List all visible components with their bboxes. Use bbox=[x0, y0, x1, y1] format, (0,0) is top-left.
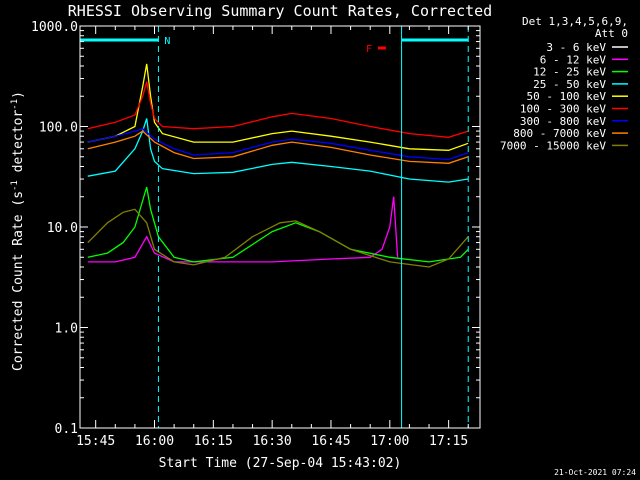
x-tick-label-3: 16:30 bbox=[253, 434, 292, 449]
svg-text:Corrected Count Rate (s-1 dete: Corrected Count Rate (s-1 detector-1) bbox=[10, 91, 26, 371]
y-tick-label-3: 100.0 bbox=[39, 121, 78, 136]
legend-entry-label-6: 300 - 800 keV bbox=[520, 115, 606, 128]
x-tick-label-0: 15:45 bbox=[76, 434, 115, 449]
legend-header-attenuator: Att 0 bbox=[595, 27, 628, 40]
legend-entry-label-3: 25 - 50 keV bbox=[533, 78, 606, 91]
legend-entry-label-5: 100 - 300 keV bbox=[520, 103, 606, 116]
series-line-4 bbox=[87, 63, 469, 151]
flag-layer: NF bbox=[79, 26, 469, 428]
legend-entry-label-4: 50 - 100 keV bbox=[527, 90, 607, 103]
y-tick-label-1: 1.0 bbox=[55, 322, 78, 337]
series-line-3 bbox=[87, 118, 469, 183]
series-line-0 bbox=[134, 271, 399, 329]
x-tick-label-2: 16:15 bbox=[194, 434, 233, 449]
chart-title: RHESSI Observing Summary Count Rates, Co… bbox=[68, 2, 492, 20]
night-flag-label: N bbox=[164, 36, 170, 47]
legend-entry-label-1: 6 - 12 keV bbox=[540, 53, 607, 66]
axis-layer: 0.1 1.0 10.0 100.0 1000.0 15:45 16:00 16:15 16:3… bbox=[31, 20, 481, 449]
y-axis-label-sup2: -1 bbox=[10, 99, 20, 110]
series-line-1 bbox=[87, 196, 399, 263]
legend-entry-label-8: 7000 - 15000 keV bbox=[500, 139, 606, 152]
x-tick-label-5: 17:00 bbox=[370, 434, 409, 449]
series-line-8 bbox=[87, 208, 469, 268]
y-axis-label: Corrected Count Rate (s-1 detector-1) bbox=[10, 91, 26, 371]
series-layer bbox=[87, 63, 469, 329]
plot-frame bbox=[79, 25, 481, 429]
x-axis-label: Start Time (27-Sep-04 15:43:02) bbox=[159, 456, 402, 471]
legend-entry-label-0: 3 - 6 keV bbox=[546, 41, 606, 54]
series-line-5 bbox=[87, 81, 469, 138]
y-axis-label-end: ) bbox=[11, 91, 26, 99]
series-line-7 bbox=[87, 130, 469, 164]
legend-entry-label-7: 800 - 7000 keV bbox=[513, 127, 606, 140]
y-axis-label-main: Corrected Count Rate (s bbox=[11, 191, 26, 371]
y-axis-label-sup1: -1 bbox=[10, 180, 20, 191]
x-tick-label-6: 17:15 bbox=[429, 434, 468, 449]
y-tick-label-4: 1000.0 bbox=[31, 20, 78, 35]
legend-entry-label-2: 12 - 25 keV bbox=[533, 66, 606, 79]
legend-header-detectors: Det 1,3,4,5,6,9, bbox=[522, 15, 628, 28]
series-line-6 bbox=[87, 127, 469, 161]
y-axis-label-mid: detector bbox=[11, 110, 26, 181]
y-tick-label-0: 0.1 bbox=[55, 422, 78, 437]
x-tick-label-4: 16:45 bbox=[311, 434, 350, 449]
y-tick-label-2: 10.0 bbox=[47, 221, 78, 236]
footer-timestamp: 21-Oct-2021 07:24 bbox=[554, 468, 636, 477]
x-tick-label-1: 16:00 bbox=[135, 434, 174, 449]
flare-flag-label: F bbox=[366, 44, 372, 55]
